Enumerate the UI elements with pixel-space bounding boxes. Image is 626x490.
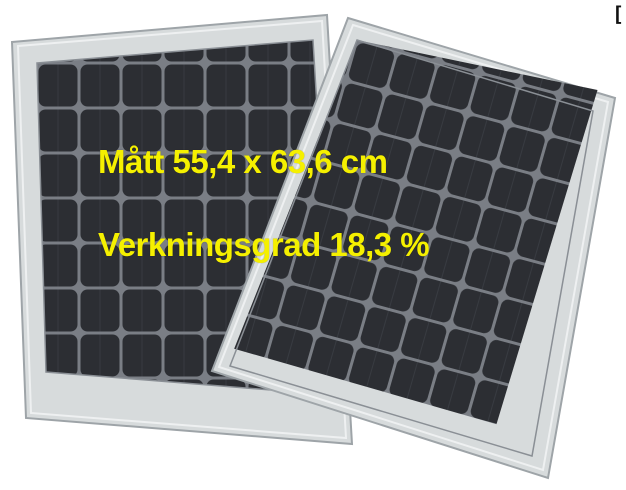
efficiency-caption: Verkningsgrad 18,3 %	[98, 226, 430, 263]
dimensions-caption: Mått 55,4 x 63,6 cm	[98, 143, 388, 180]
corner-bracket-glyph: [	[612, 2, 625, 26]
solar-panel-front	[210, 16, 617, 480]
